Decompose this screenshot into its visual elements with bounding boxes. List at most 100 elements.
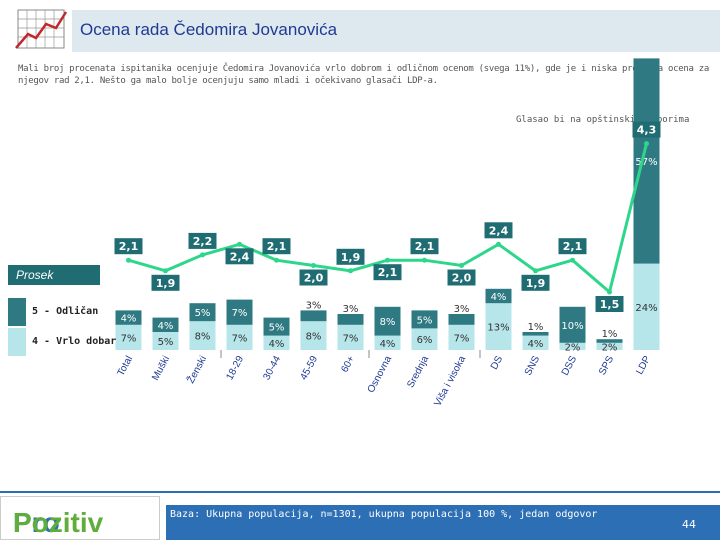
average-label: 2,1 [415, 240, 435, 253]
average-label-box [595, 296, 624, 312]
bar-odlican [152, 317, 179, 332]
bar-vrlo-dobar [337, 324, 364, 350]
data-label-vrlo-dobar: 24% [635, 303, 657, 314]
data-label-odlican: 1% [528, 322, 544, 333]
average-point [459, 263, 464, 268]
average-label: 2,1 [378, 266, 398, 279]
data-label-vrlo-dobar: 8% [195, 332, 211, 343]
data-label-vrlo-dobar: 7% [121, 333, 137, 344]
chart-area: 7% 4% Total 5% 4% Muški 8% 5% Ženski 7% 7% 18-29 4% 5… [114, 58, 661, 408]
average-label: 1,9 [156, 277, 176, 290]
data-label-odlican: 3% [306, 300, 322, 311]
bar-odlican [448, 314, 475, 325]
average-label: 2,4 [489, 224, 509, 237]
average-label-box [225, 248, 254, 265]
category-label: DS [489, 354, 505, 372]
data-label-vrlo-dobar: 13% [487, 323, 509, 334]
category-label: 45-59 [298, 354, 320, 382]
data-label-odlican: 4% [158, 321, 174, 332]
data-label-odlican: 8% [380, 317, 396, 328]
data-label-odlican: 57% [635, 157, 657, 168]
logo-text-pro: Pro [13, 507, 60, 538]
average-label: 2,0 [452, 272, 472, 285]
data-label-vrlo-dobar: 2% [602, 342, 618, 353]
category-label: SPS [597, 354, 616, 377]
bar-odlican [522, 332, 549, 336]
data-label-odlican: 1% [602, 329, 618, 340]
page-number: 44 [682, 518, 696, 531]
logo-text-pozitiv: Pozitiv [13, 507, 104, 538]
title-bar [72, 10, 720, 52]
category-label: 60+ [339, 354, 357, 374]
data-label-vrlo-dobar: 8% [306, 332, 322, 343]
average-label: 2,2 [193, 235, 213, 248]
data-label-odlican: 10% [561, 321, 583, 332]
bar-odlican [115, 310, 142, 325]
footer-divider [0, 491, 720, 493]
bar-odlican [411, 310, 438, 329]
data-label-vrlo-dobar: 5% [158, 337, 174, 348]
category-label: Ženski [184, 353, 209, 385]
average-label-box [558, 238, 587, 255]
data-label-odlican: 5% [195, 308, 211, 319]
legend-swatch-excellent [8, 298, 26, 326]
average-point [237, 241, 242, 247]
category-label: 30-44 [261, 354, 283, 382]
average-label-box [299, 269, 328, 286]
bar-vrlo-dobar [263, 335, 290, 350]
average-point [126, 257, 131, 263]
category-label: SNS [523, 354, 543, 378]
average-point [274, 257, 279, 263]
average-label-box [447, 269, 476, 286]
average-label-box [151, 274, 180, 291]
footer-bar [166, 505, 720, 540]
average-label-box [114, 238, 143, 255]
average-label: 2,1 [563, 240, 583, 253]
data-label-vrlo-dobar: 4% [269, 339, 285, 350]
category-label: Viša i visoka [432, 354, 468, 408]
data-label-vrlo-dobar: 7% [454, 333, 470, 344]
legend-swatch-very-good [8, 328, 26, 356]
category-label: Osnovna [366, 354, 395, 395]
average-point [385, 257, 390, 263]
data-label-vrlo-dobar: 4% [528, 339, 544, 350]
data-label-odlican: 3% [454, 304, 470, 315]
data-label-odlican: 5% [269, 323, 285, 334]
page-title: Ocena rada Čedomira Jovanovića [80, 20, 338, 39]
bar-vrlo-dobar [522, 335, 549, 350]
average-point [422, 257, 427, 263]
bar-vrlo-dobar [448, 324, 475, 350]
bar-vrlo-dobar [374, 335, 401, 350]
bar-odlican [596, 339, 623, 343]
bar-odlican [226, 299, 253, 325]
bar-odlican [374, 306, 401, 336]
data-label-odlican: 7% [232, 308, 248, 319]
average-point [570, 257, 575, 263]
category-label: DSS [560, 354, 580, 378]
average-point [163, 268, 168, 274]
data-label-vrlo-dobar: 7% [232, 333, 248, 344]
average-label-box [262, 238, 291, 255]
bar-vrlo-dobar [596, 342, 623, 350]
bar-vrlo-dobar [411, 328, 438, 350]
average-point [311, 263, 316, 268]
data-label-odlican: 5% [417, 315, 433, 326]
bar-odlican [263, 317, 290, 336]
bar-odlican [189, 303, 216, 322]
bar-odlican [559, 306, 586, 343]
average-label-box [188, 232, 217, 249]
bar-vrlo-dobar [300, 321, 327, 350]
data-label-vrlo-dobar: 6% [417, 335, 433, 346]
legend-average: Prosek [8, 265, 100, 285]
bar-vrlo-dobar [189, 321, 216, 350]
bar-odlican [485, 288, 512, 304]
average-point [644, 141, 649, 147]
bar-odlican [337, 314, 364, 325]
bar-vrlo-dobar [633, 263, 660, 350]
bar-odlican [633, 58, 660, 264]
category-label: Total [116, 354, 136, 378]
average-label-box [521, 274, 550, 291]
legend-label-very-good: 4 - Vrlo dobar [32, 336, 117, 347]
average-label: 2,0 [304, 272, 324, 285]
average-point [533, 268, 538, 274]
